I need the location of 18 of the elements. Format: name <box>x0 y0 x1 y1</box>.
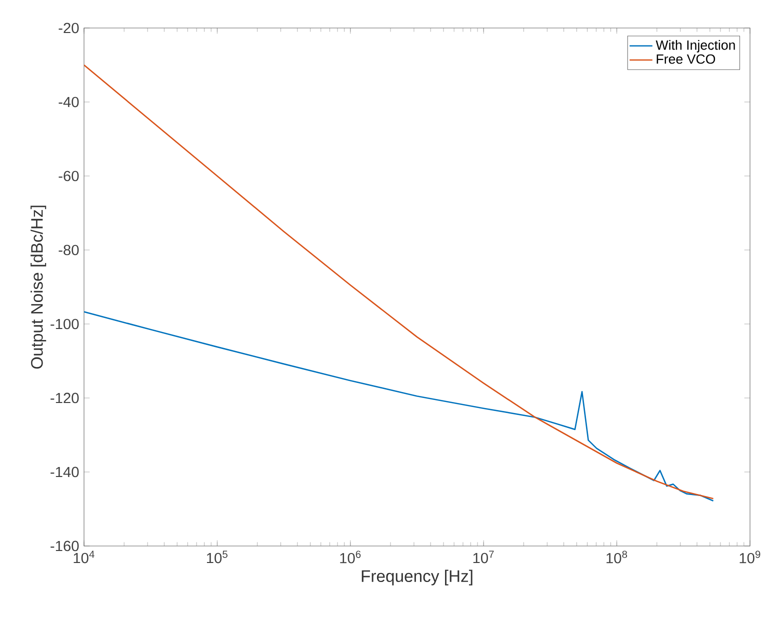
y-tick-label: -140 <box>50 466 79 478</box>
x-tick-label: 10$^{5}$ <box>206 550 228 564</box>
legend-label: With Injection <box>656 40 735 52</box>
y-tick-label: -20 <box>58 22 79 34</box>
x-axis-title: Frequency [Hz] <box>362 570 472 586</box>
x-tick-label: 10$^{4}$ <box>74 550 94 564</box>
y-axis-title: Output Noise [dBc/Hz] <box>30 206 46 369</box>
y-tick-label: -80 <box>58 244 79 256</box>
x-tick-label: 10$^{8}$ <box>606 550 628 564</box>
x-tick-label: 10$^{9}$ <box>740 550 760 564</box>
x-tick-label: 10$^{6}$ <box>340 550 361 564</box>
y-tick-label: -160 <box>50 540 79 552</box>
y-tick-label: -120 <box>50 392 79 404</box>
x-tick-label: 10$^{7}$ <box>473 550 494 564</box>
y-tick-label: -60 <box>58 170 79 182</box>
y-tick-label: -40 <box>58 96 79 108</box>
y-tick-label: -100 <box>50 318 79 330</box>
legend-label: Free VCO <box>656 54 716 64</box>
